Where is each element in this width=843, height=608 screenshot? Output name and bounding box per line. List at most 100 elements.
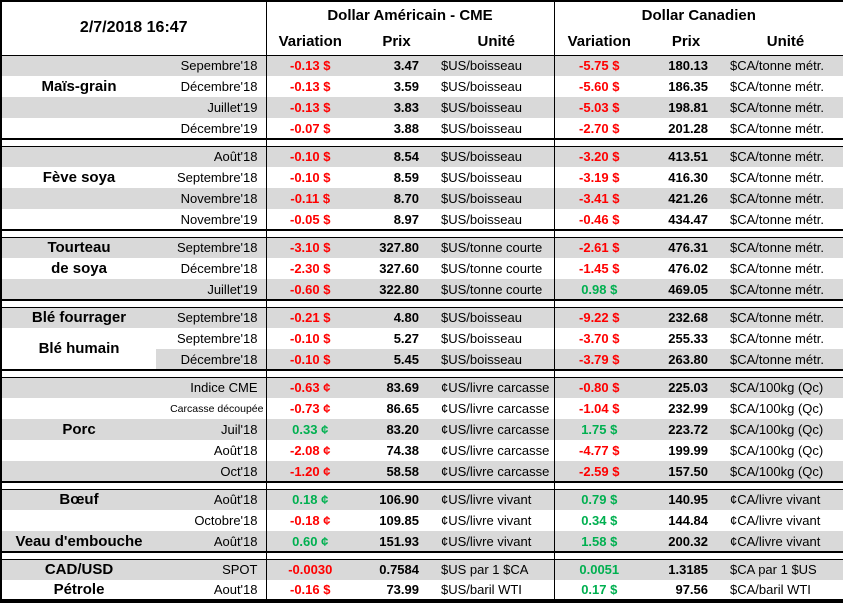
unit-ca-cell: $CA/tonne métr.	[730, 79, 824, 94]
spacer-cell	[266, 370, 555, 377]
table-row: Décembre'18 -0.10 $ 5.45 $US/boisseau -3.79 …	[1, 349, 843, 370]
group-label: Pétrole	[53, 581, 105, 598]
price-ca-cell: 232.68	[668, 310, 709, 326]
group-label	[1, 97, 156, 118]
unit-ca-cell: $CA/tonne métr.	[730, 281, 824, 297]
table-row: Indice CME -0.63 ¢ 83.69 ¢US/livre carcasse…	[1, 377, 843, 398]
table-row: Maïs-grain Décembre'18 -0.13 $ 3.59 $US/bois…	[1, 76, 843, 97]
variation-ca-cell: -5.75 $	[579, 58, 620, 74]
variation-ca-cell: -2.61 $	[579, 240, 620, 256]
variation-us-cell: -0.60 $	[290, 281, 331, 297]
price-ca-cell: 263.80	[668, 351, 709, 367]
section-spacer	[1, 552, 843, 559]
table-row: Août'18 -0.10 $ 8.54 $US/boisseau -3.20 $ 413…	[1, 146, 843, 167]
variation-us-cell: 0.60 ¢	[292, 533, 329, 549]
unit-ca-cell: $CA/tonne métr.	[730, 149, 824, 165]
group-label: Bœuf	[59, 491, 99, 509]
unit-us-cell: $US/boisseau	[439, 188, 555, 209]
unit-us-cell: $US/boisseau	[439, 146, 555, 167]
contract-cell: Août'18	[156, 531, 267, 552]
contract-cell: Juillet'19	[156, 279, 267, 300]
col-header-variation-ca: Variation	[567, 32, 631, 50]
price-us-cell: 3.47	[393, 58, 419, 74]
contract-cell: Juil'18	[156, 419, 267, 440]
unit-us-cell: ¢US/livre carcasse	[439, 398, 555, 419]
contract-cell: Carcasse découpée	[156, 398, 267, 419]
group-label	[1, 510, 156, 531]
price-us-cell: 58.58	[386, 463, 419, 479]
variation-ca-cell: -3.41 $	[579, 191, 620, 206]
price-ca-cell: 201.28	[668, 120, 709, 136]
table-row: Juillet'19 -0.60 $ 322.80 $US/tonne courte 0…	[1, 279, 843, 300]
variation-ca-cell: -5.60 $	[579, 79, 620, 94]
table-row: Veau d'embouche Août'18 0.60 ¢ 151.93 ¢US/li…	[1, 531, 843, 552]
variation-us-cell: -0.05 $	[290, 211, 331, 227]
unit-ca-cell: $CA/tonne métr.	[730, 58, 824, 74]
section-spacer	[1, 139, 843, 146]
price-ca-cell: 144.84	[668, 513, 709, 528]
contract-cell: Oct'18	[156, 461, 267, 482]
group-label: Blé humain	[1, 328, 156, 370]
spacer-cell	[554, 300, 843, 307]
section-spacer	[1, 482, 843, 489]
price-ca-cell: 476.31	[668, 240, 709, 256]
table-row: Août'18 -2.08 ¢ 74.38 ¢US/livre carcasse -4.…	[1, 440, 843, 461]
table-row: Oct'18 -1.20 ¢ 58.58 ¢US/livre carcasse -2.5…	[1, 461, 843, 482]
report-datetime: 2/7/2018 16:47	[1, 1, 267, 55]
price-ca-cell: 1.3185	[668, 562, 709, 578]
variation-us-cell: 0.18 ¢	[292, 492, 329, 508]
unit-us-cell: $US/baril WTI	[439, 580, 555, 601]
price-ca-cell: 255.33	[668, 331, 709, 346]
table-row: Fève soya Septembre'18 -0.10 $ 8.59 $US/bois…	[1, 167, 843, 188]
section-spacer	[1, 230, 843, 237]
unit-us-cell: $US/boisseau	[439, 118, 555, 139]
contract-cell: Aout'18	[156, 580, 267, 601]
price-us-cell: 151.93	[379, 533, 419, 549]
variation-ca-cell: 1.75 $	[581, 422, 618, 437]
variation-us-cell: -0.10 $	[290, 170, 331, 185]
table-row: Octobre'18 -0.18 ¢ 109.85 ¢US/livre vivant 0…	[1, 510, 843, 531]
contract-cell: Septembre'18	[156, 307, 267, 328]
unit-ca-cell: $CA/tonne métr.	[730, 170, 824, 185]
unit-us-cell: ¢US/livre vivant	[439, 489, 555, 510]
variation-ca-cell: -3.19 $	[579, 170, 620, 185]
price-ca-cell: 198.81	[668, 100, 709, 115]
contract-cell: Septembre'18	[156, 167, 267, 188]
price-ca-cell: 413.51	[668, 149, 709, 165]
spacer-cell	[266, 230, 555, 237]
section-spacer	[1, 300, 843, 307]
spacer-cell	[1, 370, 267, 377]
spacer-cell	[554, 482, 843, 489]
variation-ca-cell: -5.03 $	[579, 100, 620, 115]
price-ca-cell: 232.99	[668, 401, 709, 416]
variation-us-cell: -0.11 $	[290, 191, 331, 206]
unit-us-cell: ¢US/livre vivant	[439, 531, 555, 552]
unit-us-cell: $US/boisseau	[439, 76, 555, 97]
unit-ca-cell: $CA/tonne métr.	[730, 100, 824, 115]
price-us-cell: 8.70	[393, 191, 419, 206]
price-ca-cell: 199.99	[668, 443, 709, 458]
spacer-cell	[554, 230, 843, 237]
group-label	[1, 440, 156, 461]
variation-us-cell: -0.13 $	[290, 58, 331, 74]
variation-us-cell: -0.10 $	[290, 149, 331, 165]
contract-cell: Indice CME	[156, 377, 267, 398]
variation-us-cell: 0.33 ¢	[292, 422, 329, 437]
variation-ca-cell: 0.79 $	[581, 492, 618, 508]
unit-us-cell: $US/tonne courte	[439, 279, 555, 300]
variation-ca-cell: -3.20 $	[579, 149, 620, 165]
variation-us-cell: -0.16 $	[290, 582, 331, 597]
col-header-unite-ca: Unité	[766, 32, 805, 50]
contract-cell: Septembre'18	[156, 328, 267, 349]
variation-ca-cell: -2.70 $	[579, 120, 620, 136]
unit-us-cell: ¢US/livre carcasse	[439, 440, 555, 461]
unit-us-cell: $US/boisseau	[439, 349, 555, 370]
group-label	[1, 209, 156, 230]
price-us-cell: 8.97	[393, 211, 419, 227]
col-header-unite-us: Unité	[439, 28, 555, 55]
price-ca-cell: 200.32	[668, 533, 709, 549]
spacer-row	[1, 139, 843, 146]
spacer-cell	[266, 482, 555, 489]
price-ca-cell: 223.72	[668, 422, 709, 437]
unit-ca-cell: $CA/tonne métr.	[730, 120, 824, 136]
